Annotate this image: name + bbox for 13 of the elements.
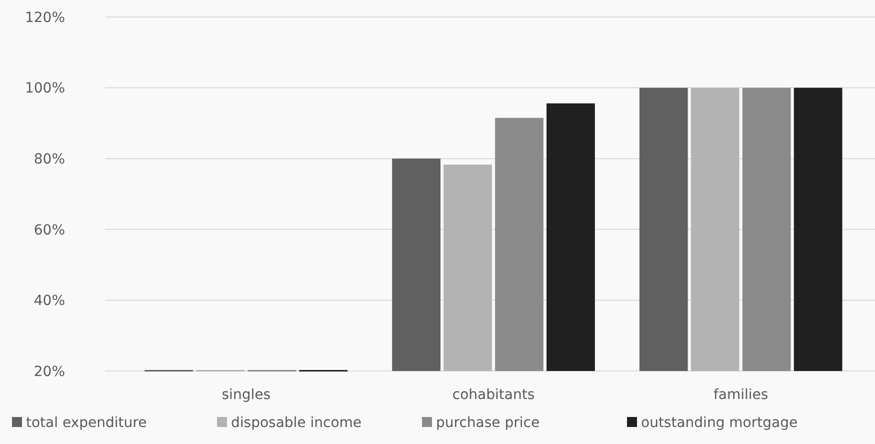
legend-label: total expenditure <box>26 415 147 431</box>
y-tick-label: 60% <box>34 222 65 238</box>
x-tick-label: cohabitants <box>452 387 535 403</box>
y-tick-label: 20% <box>34 364 65 380</box>
legend-label: disposable income <box>231 415 362 431</box>
legend-label: outstanding mortgage <box>641 415 798 431</box>
y-tick-label: 80% <box>34 152 65 168</box>
y-tick-label: 120% <box>24 10 65 26</box>
x-tick-label: families <box>713 387 768 403</box>
y-tick-label: 100% <box>24 80 65 97</box>
y-tick-label: 40% <box>34 293 65 310</box>
legend-label: purchase price <box>436 415 540 431</box>
x-tick-label: singles <box>222 387 271 403</box>
